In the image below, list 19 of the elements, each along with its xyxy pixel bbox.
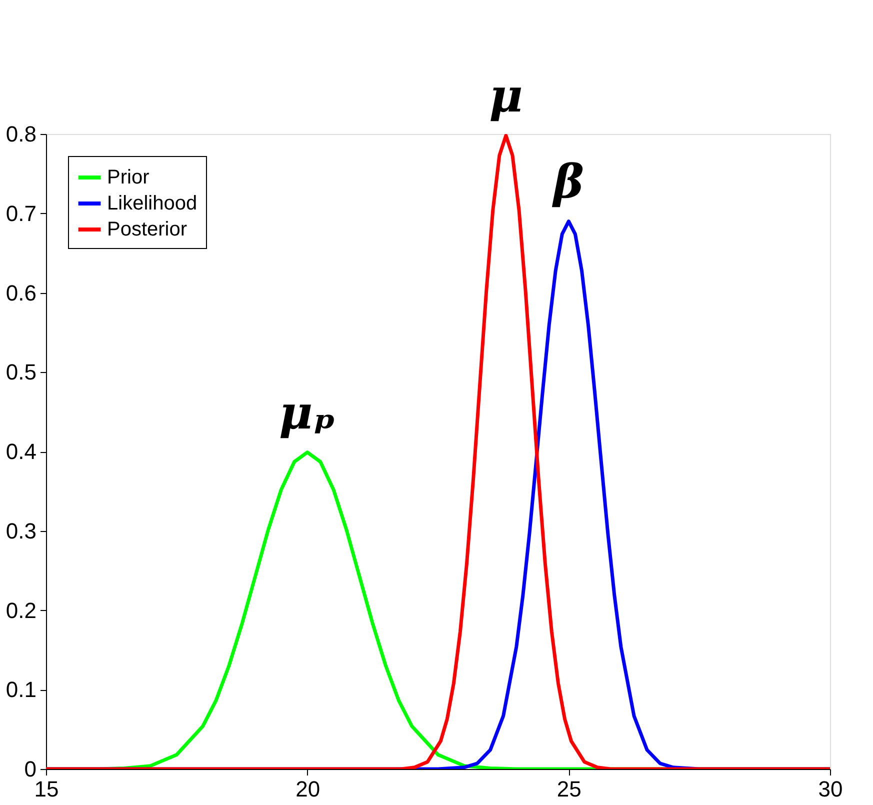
y-tick-label: 0.3 [6, 518, 36, 544]
annotation: μ [489, 68, 523, 123]
y-tick-label: 0.7 [6, 200, 36, 226]
y-tick-label: 0.8 [6, 122, 36, 146]
y-tick-label: 0.6 [6, 280, 36, 306]
y-tick-label: 0.2 [6, 598, 36, 623]
annotation: μₚ [279, 385, 336, 440]
x-tick-label: 20 [296, 776, 320, 802]
annotation: β [551, 154, 584, 208]
legend-label: Prior [107, 166, 150, 188]
legend-label: Posterior [107, 218, 188, 240]
x-tick-label: 30 [818, 776, 843, 802]
y-tick-label: 0 [24, 756, 36, 782]
y-tick-label: 0.4 [6, 439, 36, 464]
y-tick-label: 0.5 [6, 360, 36, 385]
x-tick-label: 15 [34, 776, 59, 802]
y-tick-label: 0.1 [6, 677, 36, 702]
x-tick-label: 25 [556, 776, 582, 802]
legend-label: Likelihood [107, 192, 198, 214]
